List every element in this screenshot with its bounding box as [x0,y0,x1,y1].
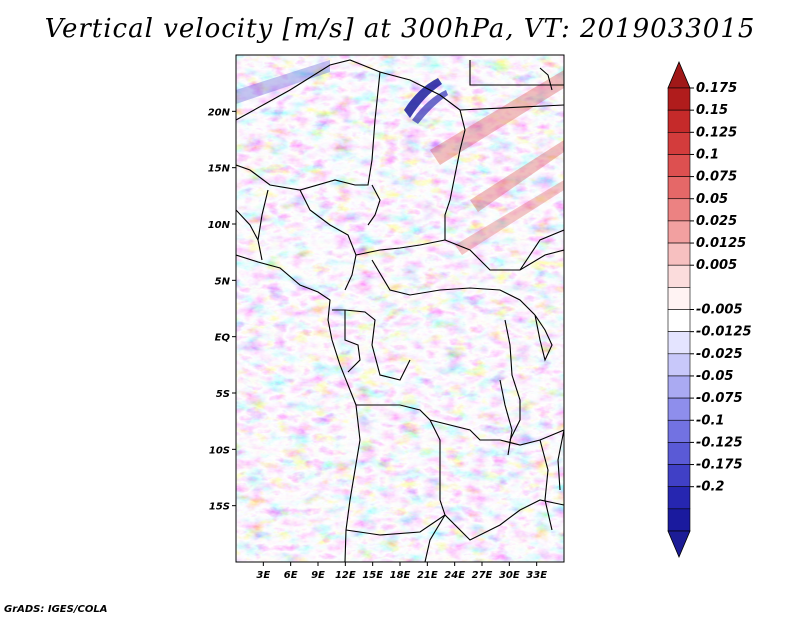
colorbar-bottom-arrow [667,530,691,559]
colorbar-cell [667,287,691,310]
colorbar-label: 0.0125 [696,236,746,251]
lon-tick-label: 18E [390,570,411,581]
map-title: Vertical velocity [m/s] at 300hPa, VT: 2… [44,14,756,44]
colorbar-top-arrow [667,60,691,89]
colorbar-cell [667,220,691,244]
colorbar-cell [667,309,691,332]
colorbar-label: -0.05 [696,369,733,384]
credit-text: GrADS: IGES/COLA [4,604,108,615]
lat-tick-label: 20N [208,107,231,118]
colorbar-label: -0.175 [696,458,743,473]
color-bar: 0.175 0.15 0.125 0.1 0.075 0.05 0.025 0.0125 0.0… [667,60,752,559]
colorbar-cell [667,264,691,288]
colorbar-label: -0.075 [696,391,743,406]
colorbar-cell [667,154,691,177]
lon-tick-label: 33E [526,570,547,581]
colorbar-cell [667,242,691,266]
lon-tick-label: 12E [335,570,356,581]
colorbar-cell [667,198,691,222]
lat-tick-label: 10N [208,220,231,231]
colorbar-label: -0.025 [696,347,743,362]
colorbar-cell [667,442,691,465]
velocity-field [236,55,564,562]
lat-tick-label: EQ [215,333,231,344]
colorbar-label: -0.005 [696,303,743,318]
colorbar-cell [667,331,691,355]
lon-tick-label: 24E [444,570,465,581]
lat-tick-label: 5S [216,389,230,400]
colorbar-cell [667,464,691,487]
colorbar-cell [667,508,691,532]
lat-tick-label: 15S [209,502,230,513]
colorbar-label: 0.005 [696,258,737,273]
colorbar-label: 0.15 [696,103,728,118]
colorbar-cell [667,486,691,510]
colorbar-label: 0.025 [696,214,737,229]
lat-tick-label: 15N [208,164,231,175]
colorbar-cell [667,353,691,377]
colorbar-label: -0.1 [696,413,724,428]
colorbar-label: 0.05 [696,192,728,207]
colorbar-cell [667,419,691,443]
colorbar-cell [667,109,691,133]
latitude-axis: 20N 15N 10N 5N EQ 5S 10S 15S [208,107,236,513]
colorbar-cell [667,397,691,421]
colorbar-label: 0.175 [696,81,737,96]
lon-tick-label: 6E [284,570,298,581]
colorbar-label: -0.2 [696,480,724,495]
colorbar-label: -0.0125 [696,325,752,340]
colorbar-label: -0.125 [696,435,743,450]
lon-tick-label: 9E [311,570,325,581]
lon-tick-label: 27E [472,570,493,581]
lat-tick-label: 5N [215,276,231,287]
lon-tick-label: 15E [362,570,383,581]
colorbar-cell [667,132,691,155]
lon-tick-label: 30E [499,570,520,581]
colorbar-cell [667,176,691,200]
lon-tick-label: 3E [256,570,270,581]
colorbar-label: 0.1 [696,147,719,162]
colorbar-cell [667,87,691,111]
lon-tick-label: 21E [417,570,438,581]
colorbar-cell [667,375,691,399]
country-boundaries [236,59,564,562]
longitude-axis: 3E 6E 9E 12E 15E 18E 21E 24E 27E 30E 33E [256,562,547,581]
lat-tick-label: 10S [209,445,230,456]
colorbar-label: 0.075 [696,170,737,185]
colorbar-label: 0.125 [696,125,737,140]
